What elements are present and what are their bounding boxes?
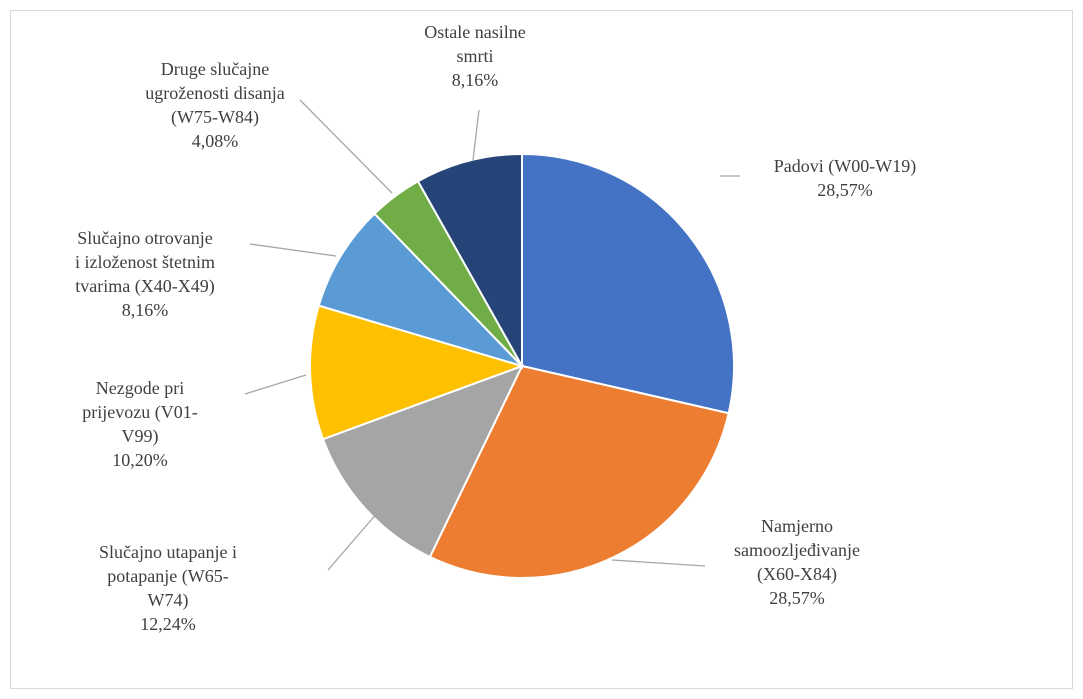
label-line: (X60-X84) [757, 564, 837, 585]
label-line: potapanje (W65- [107, 566, 228, 587]
leader-line [327, 511, 379, 571]
label-line: Ostale nasilne [424, 22, 525, 42]
slice-label: Slučajno otrovanje i izloženost štetnim tv… [75, 228, 215, 297]
slice-label: Ostale nasilne smrti [424, 22, 525, 66]
slice-label: Namjerno samoozljeđivanje (X60-X84) [734, 516, 860, 585]
pie-slice [309, 304, 526, 441]
value-label: 8,16% [452, 70, 499, 90]
value-label: 8,16% [122, 300, 169, 320]
leader-line [249, 243, 337, 257]
pie-slice [416, 152, 523, 370]
leader-line [611, 559, 706, 567]
label-line: W74) [148, 590, 189, 611]
label-line: V99) [122, 426, 159, 447]
pie-slice [317, 212, 526, 369]
pie-slice [428, 364, 730, 579]
slice-label: Druge slučajne ugroženosti disanja (W75-W8… [145, 59, 284, 128]
pie-slice [321, 364, 524, 559]
value-label: 28,57% [817, 180, 873, 200]
slice-label: Nezgode pri prijevozu (V01- V99) [82, 378, 197, 447]
value-label: 12,24% [140, 614, 196, 634]
value-label: 4,08% [192, 131, 239, 151]
label-line: Namjerno [761, 516, 833, 536]
label-line: prijevozu (V01- [82, 402, 197, 423]
pie-slice [521, 152, 735, 415]
leader-line [244, 374, 307, 395]
leader-line [472, 109, 480, 161]
label-line: Druge slučajne [161, 59, 269, 79]
value-label: 10,20% [112, 450, 168, 470]
leader-line [299, 99, 393, 194]
label-line: Padovi (W00-W19) [774, 156, 916, 177]
slice-label: Padovi (W00-W19) [774, 156, 916, 177]
label-line: ugroženosti disanja [145, 83, 284, 103]
label-line: smrti [456, 46, 493, 66]
label-line: tvarima (X40-X49) [75, 276, 214, 297]
value-label: 28,57% [769, 588, 825, 608]
label-line: Nezgode pri [96, 378, 184, 398]
label-line: (W75-W84) [171, 107, 259, 128]
slice-label: Slučajno utapanje i potapanje (W65- W74) [99, 542, 237, 611]
label-line: i izloženost štetnim [75, 252, 215, 272]
label-line: samoozljeđivanje [734, 540, 860, 560]
label-line: Slučajno utapanje i [99, 542, 237, 562]
label-line: Slučajno otrovanje [77, 228, 212, 248]
